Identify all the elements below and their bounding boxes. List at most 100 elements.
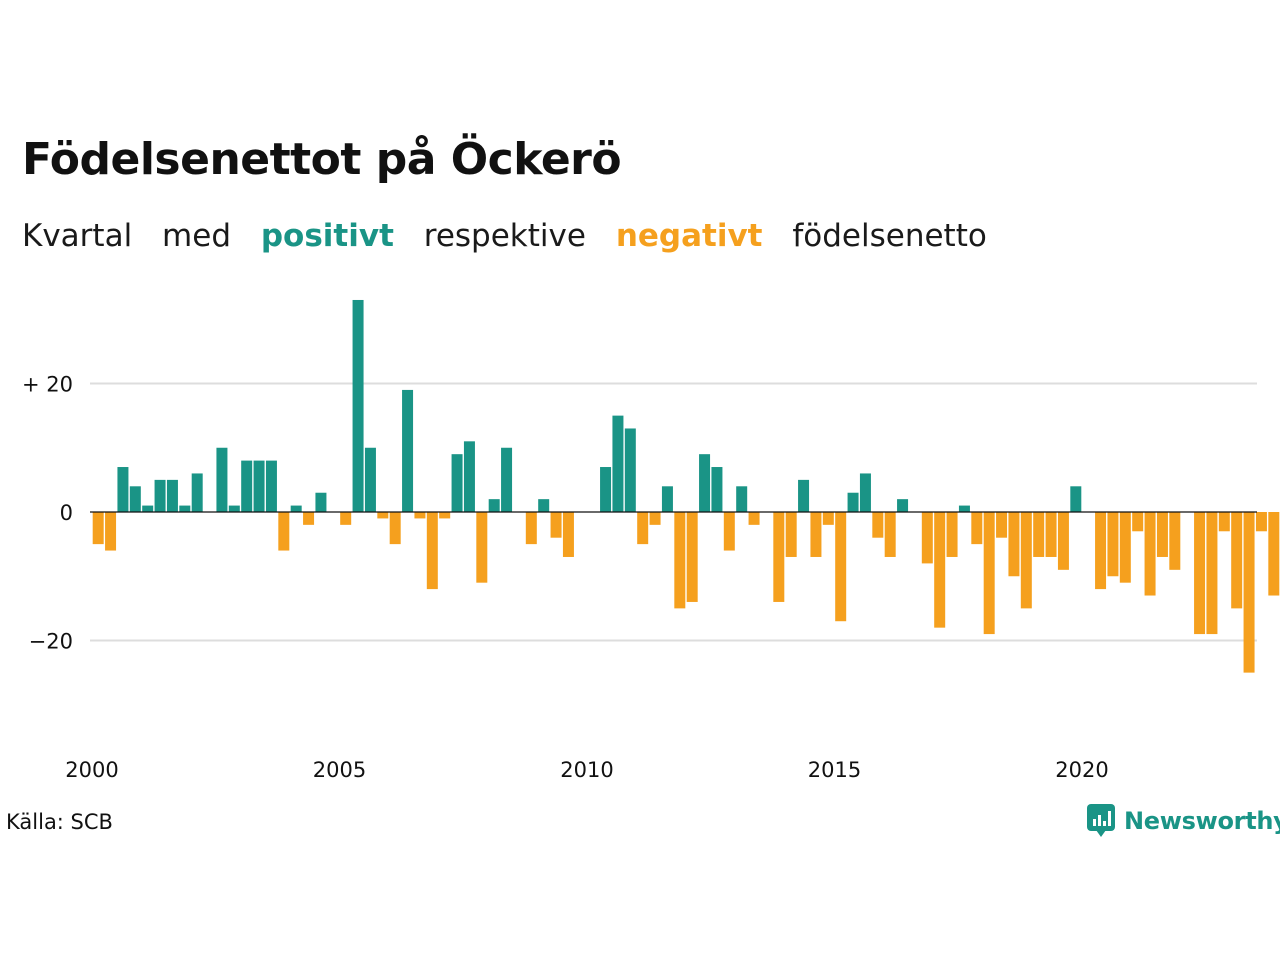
bar-2014K2 [798,479,810,512]
bar-2021K2 [1144,512,1156,596]
bar-2021K4 [1169,512,1181,570]
bar-2002K4 [228,505,240,512]
bar-2003K3 [265,460,277,512]
subtitle-positive-label: positivt [260,218,394,254]
bar-2016K1 [884,512,896,557]
bar-2002K1 [191,473,203,512]
bar-2001K3 [166,479,178,512]
bar-2016K4 [921,512,933,564]
x-tick-label: 2005 [313,758,366,782]
bar-2006K4 [426,512,438,590]
bar-2012K3 [711,467,723,512]
bar-2009K2 [550,512,562,538]
bar-2001K2 [154,479,166,512]
bar-2001K4 [179,505,191,512]
bar-2018K3 [1008,512,1020,577]
bar-2000K3 [117,467,129,512]
newsworthy-logo-icon [1087,804,1115,837]
y-tick-label: + 20 [22,373,73,397]
bar-2009K1 [538,499,550,512]
bar-2000K1 [92,512,104,545]
bar-2003K4 [278,512,290,551]
bar-2004K3 [315,492,327,512]
bar-2010K2 [600,467,612,512]
bar-2006K1 [389,512,401,545]
gridlines [90,382,1257,642]
bar-2018K2 [996,512,1008,538]
bar-2002K3 [216,447,228,512]
bar-2005K2 [352,299,364,512]
bar-2007K1 [439,512,451,519]
chart-subtitle: Kvartal med positivt respektive negativt… [22,214,1007,258]
bar-2019K1 [1033,512,1045,557]
bar-2015K1 [835,512,847,622]
bar-2011K3 [661,486,673,512]
x-tick-label: 2020 [1055,758,1108,782]
bar-2023K2 [1243,512,1255,673]
bar-2000K4 [129,486,141,512]
subtitle-word-respektive: respektive [423,218,586,254]
bar-2006K3 [414,512,426,519]
bar-2007K3 [463,441,475,512]
bar-2009K3 [562,512,574,557]
subtitle-word-fodelsenetto: födelsenetto [792,218,987,254]
bar-2018K4 [1020,512,1032,609]
bar-2022K2 [1194,512,1206,635]
bar-2007K4 [476,512,488,583]
bar-2010K4 [624,428,636,512]
y-tick-label: −20 [29,630,73,654]
bar-2008K2 [501,447,513,512]
bar-2004K1 [290,505,302,512]
subtitle-word-kvartal: Kvartal [22,218,133,254]
bar-2010K3 [612,415,624,512]
bar-2015K4 [872,512,884,538]
bar-2007K2 [451,454,463,512]
subtitle-word-med: med [162,218,231,254]
bar-2015K3 [859,473,871,512]
bar-2006K2 [402,389,414,512]
subtitle-negative-label: negativt [615,218,763,254]
bar-2012K4 [723,512,735,551]
y-tick-label: 0 [60,501,73,525]
bar-2019K2 [1045,512,1057,557]
bar-2020K3 [1107,512,1119,577]
source-label: Källa: SCB [6,810,113,834]
bar-2013K1 [736,486,748,512]
bar-2023K4 [1268,512,1280,596]
bar-2018K1 [983,512,995,635]
bar-2011K2 [649,512,661,525]
bar-2013K4 [773,512,785,602]
bar-2013K2 [748,512,760,525]
x-tick-label: 2000 [65,758,118,782]
bar-2005K4 [377,512,389,519]
bar-2005K3 [364,447,376,512]
bar-2008K4 [525,512,537,545]
bar-2017K1 [934,512,946,628]
bar-2017K3 [958,505,970,512]
brand-name: Newsworthy [1124,807,1280,835]
axis-labels: + 20 0 −20 2000 2005 2010 2015 2020 [22,373,1109,783]
bar-2014K1 [785,512,797,557]
bar-2017K4 [971,512,983,545]
bar-2008K1 [488,499,500,512]
bar-2004K2 [303,512,315,525]
bar-2020K4 [1119,512,1131,583]
x-tick-label: 2010 [560,758,613,782]
bar-2023K3 [1255,512,1267,532]
bar-2014K4 [822,512,834,525]
bar-2021K1 [1132,512,1144,532]
chart-title: Födelsenettot på Öckerö [22,134,622,185]
newsworthy-logo: Newsworthy [1086,803,1280,839]
bar-2023K1 [1231,512,1243,609]
bar-2015K2 [847,492,859,512]
bar-2001K1 [142,505,154,512]
bar-2003K2 [253,460,265,512]
bar-2020K2 [1095,512,1107,590]
bars [90,299,1280,673]
bar-2011K4 [674,512,686,609]
bar-2014K3 [810,512,822,557]
bar-2022K3 [1206,512,1218,635]
x-tick-label: 2015 [808,758,861,782]
bar-2005K1 [340,512,352,525]
